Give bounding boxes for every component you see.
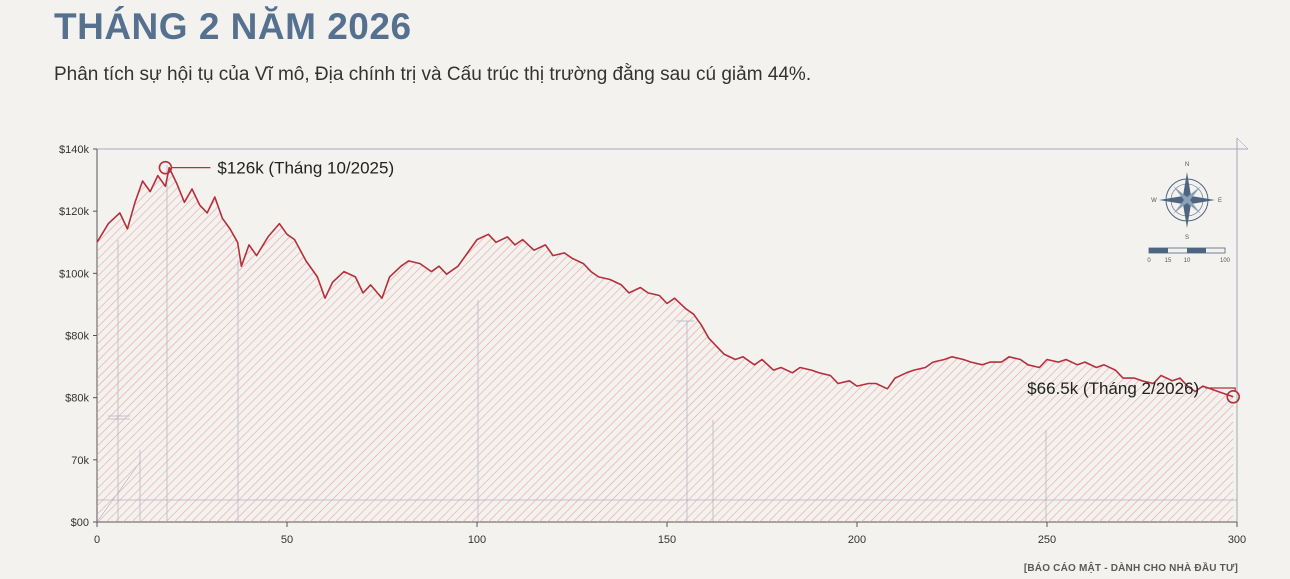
scale-label-2: 10: [1184, 258, 1191, 264]
compass-rose-icon: N E S W: [1151, 162, 1222, 241]
page-title: THÁNG 2 NĂM 2026: [54, 6, 412, 47]
x-tick-label: 250: [1038, 534, 1056, 546]
compass-label-e: E: [1218, 198, 1222, 204]
y-tick-label: $100k: [59, 268, 89, 280]
price-area-fill: [97, 167, 1234, 522]
scale-label-3: 100: [1220, 258, 1231, 264]
x-tick-label: 0: [94, 534, 100, 546]
compass-label-n: N: [1185, 162, 1189, 168]
y-axis-ticks: $00 70k $80k $80k $100k $120k $140k: [59, 144, 97, 529]
compass-label-s: S: [1185, 235, 1189, 241]
x-tick-label: 300: [1228, 534, 1246, 546]
price-line: [96, 166, 1234, 398]
current-annotation-label: $66.5k (Tháng 2/2026): [1027, 379, 1199, 398]
x-tick-label: 50: [281, 534, 293, 546]
peak-annotation-label: $126k (Tháng 10/2025): [217, 159, 394, 178]
y-tick-label: $140k: [59, 144, 89, 156]
price-series: [96, 166, 1234, 398]
chart-annotations: $126k (Tháng 10/2025) $66.5k (Tháng 2/202…: [158, 159, 1240, 404]
price-area: [97, 167, 1234, 522]
scale-label-0: 0: [1147, 258, 1151, 264]
y-tick-label: $120k: [59, 206, 89, 218]
annotation-leader-line: [1205, 387, 1236, 391]
x-tick-label: 200: [848, 534, 866, 546]
scale-label-1: 15: [1165, 258, 1172, 264]
annotation-marker: [1226, 389, 1240, 404]
x-axis-ticks: 0 50 100 150 200 250 300: [94, 522, 1246, 546]
y-tick-label: $80k: [65, 393, 89, 405]
x-tick-label: 100: [468, 534, 486, 546]
y-tick-label: 70k: [71, 455, 89, 467]
y-tick-label: $80k: [65, 331, 89, 343]
page-subtitle: Phân tích sự hội tụ của Vĩ mô, Địa chính…: [54, 64, 812, 85]
scale-bar: 0 15 10 100: [1147, 247, 1231, 264]
y-tick-label: $00: [71, 517, 89, 529]
compass-label-w: W: [1151, 198, 1157, 204]
x-tick-label: 150: [658, 534, 676, 546]
footer-note: [BÁO CÁO MẬT - DÀNH CHO NHÀ ĐẦU TƯ]: [1023, 563, 1238, 574]
